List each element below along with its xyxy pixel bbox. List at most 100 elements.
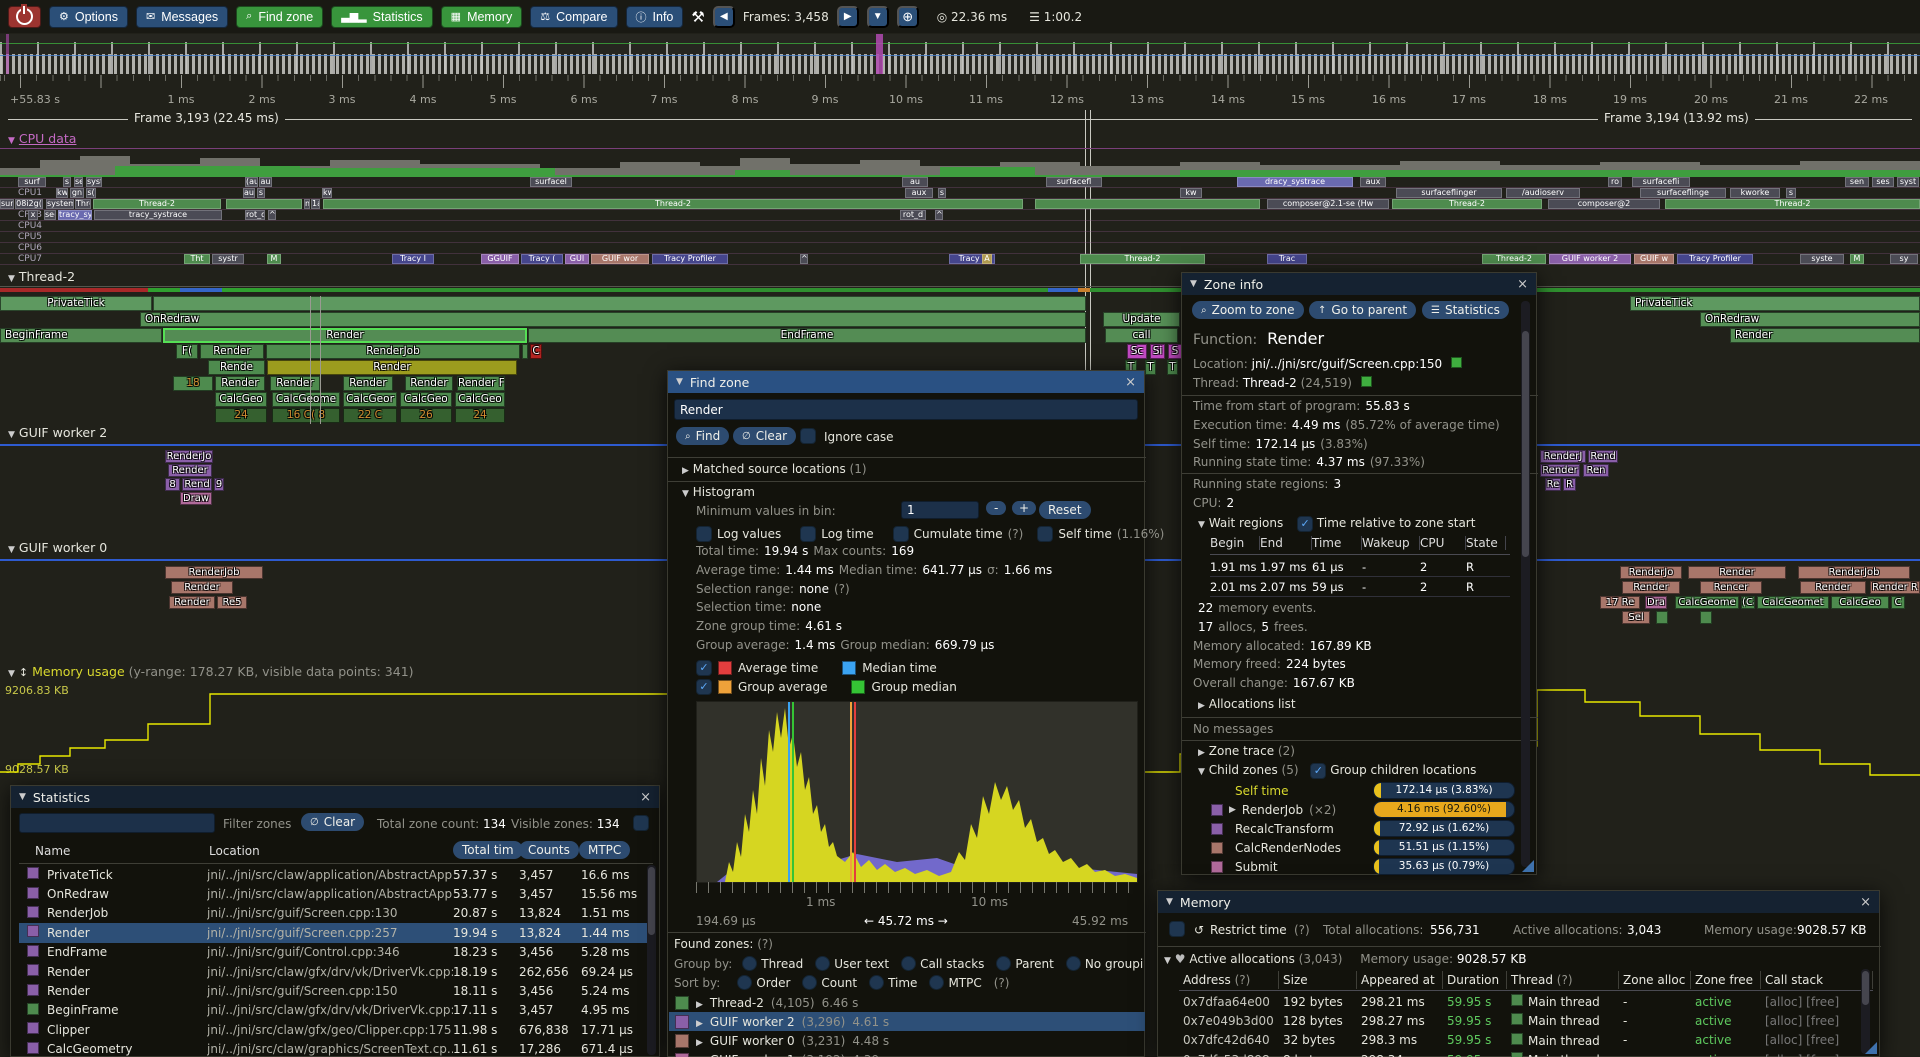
timeline-zone[interactable]: CalcGeo xyxy=(215,392,267,407)
cpu-zone-chip[interactable]: tracy_sy xyxy=(58,210,92,220)
find-zone-titlebar[interactable]: ▼ Find zone × xyxy=(668,371,1144,393)
cpu-zone-chip[interactable]: ses xyxy=(1872,177,1894,187)
expand-icon[interactable] xyxy=(696,1015,703,1029)
timeline-zone[interactable]: T xyxy=(1145,360,1156,375)
timeline-zone[interactable]: R xyxy=(1563,478,1576,491)
alloc-callstack[interactable]: [alloc] [free] xyxy=(1761,1014,1873,1028)
timeline-zone[interactable]: RenderJo xyxy=(165,450,213,463)
memory-usage-header[interactable]: ▼ ↕ Memory usage (y-range: 178.27 KB, vi… xyxy=(8,664,414,679)
help-icon[interactable]: (?) xyxy=(1294,923,1310,937)
timeline-zone[interactable] xyxy=(1700,611,1712,624)
statistics-row[interactable]: Clipper jni/../jni/src/claw/gfx/geo/Clip… xyxy=(19,1020,653,1039)
radio-button[interactable] xyxy=(802,975,817,990)
found-zone-group[interactable]: GUIF worker 0 (3,231) 4.48 s xyxy=(669,1031,1145,1050)
zoom-to-zone-button[interactable]: ⌕Zoom to zone xyxy=(1192,301,1304,319)
wait-regions-header[interactable]: ▼ Wait regions Time relative to zone sta… xyxy=(1198,516,1475,532)
statistics-button[interactable]: ☰Statistics xyxy=(1422,301,1509,319)
memory-titlebar[interactable]: ▼ Memory × xyxy=(1158,891,1879,913)
child-zone-row[interactable]: ▶ RenderJob (×2) 4.16 ms (92.60%) xyxy=(1193,800,1515,819)
timeline-zone[interactable]: C xyxy=(530,344,542,359)
histogram-section[interactable]: ▼ Histogram xyxy=(682,485,755,499)
alloc-address[interactable]: 0x7dfc53d898 xyxy=(1179,1053,1279,1057)
allocations-list[interactable]: ▶ Allocations list xyxy=(1198,697,1296,711)
timeline-zone[interactable]: call xyxy=(1105,328,1178,343)
toolbar-button[interactable]: ⓘInfo xyxy=(626,6,684,28)
cpu-zone-chip[interactable]: ^ xyxy=(268,210,276,220)
cpu-zone-chip[interactable]: aux xyxy=(243,188,255,198)
timeline-zone[interactable]: Render xyxy=(168,464,212,477)
timeline-zone[interactable]: OnRedraw xyxy=(1700,312,1920,327)
findzone-histogram[interactable] xyxy=(696,701,1138,883)
cpu-zone-chip[interactable]: syst xyxy=(1897,177,1919,187)
timeline-zone[interactable]: RenderJob xyxy=(165,566,263,579)
legend-checkbox[interactable] xyxy=(696,679,712,695)
cpu-zone-chip[interactable] xyxy=(1035,199,1260,209)
cpu-zone-chip[interactable]: M xyxy=(1850,254,1864,264)
child-zone-row[interactable]: CalcRenderNodes 51.51 µs (1.15%) xyxy=(1193,838,1515,857)
column-header[interactable]: Call stack xyxy=(1761,971,1873,989)
next-frame-button[interactable]: ▶ xyxy=(837,6,859,28)
toolbar-button[interactable]: ⚖Compare xyxy=(530,6,617,28)
timeline-zone[interactable]: Render xyxy=(200,344,264,359)
cpu-zone-chip[interactable]: surfacefli xyxy=(1632,177,1690,187)
cpu-zone-chip[interactable]: GUIF worker 2 xyxy=(1549,254,1631,264)
timeline-zone[interactable]: 22 C xyxy=(343,408,397,423)
timeline-zone[interactable]: Render xyxy=(163,328,527,343)
active-allocations-header[interactable]: ▼ ♥ Active allocations (3,043) Memory us… xyxy=(1164,952,1526,966)
timeline-zone[interactable]: S xyxy=(1168,344,1182,359)
alloc-callstack[interactable]: [alloc] [free] xyxy=(1761,995,1873,1009)
timeline-zone[interactable]: Render R xyxy=(1870,581,1920,594)
find-button[interactable]: ⌕Find xyxy=(676,427,729,445)
group-by-option[interactable]: No groupi xyxy=(1066,956,1143,971)
column-header[interactable]: Appeared at xyxy=(1357,971,1443,989)
statistics-row[interactable]: BeginFrame jni/../jni/src/claw/gfx/drv/v… xyxy=(19,1001,653,1020)
cpu-zone-chip[interactable]: Thread-2 xyxy=(1392,199,1542,209)
column-header[interactable]: Thread (?) xyxy=(1507,971,1619,989)
alloc-address[interactable]: 0x7dfc42d640 xyxy=(1179,1033,1279,1047)
cpu-zone-chip[interactable]: kw xyxy=(322,188,332,198)
cpu-zone-chip[interactable]: M xyxy=(267,254,281,264)
timeline-zone[interactable]: 17 Re xyxy=(1600,596,1640,609)
child-zone-row[interactable]: Self time 172.14 µs (3.83%) xyxy=(1193,781,1515,800)
timeline-zone[interactable]: Re5 xyxy=(217,596,247,609)
alloc-appeared[interactable]: 298.34 ms xyxy=(1357,1053,1443,1057)
timeline-zone[interactable]: BeginFrame xyxy=(0,328,162,343)
timeline-zone[interactable]: RenderJob xyxy=(1798,566,1910,579)
statistics-row[interactable]: CalcGeometry jni/../jni/src/claw/graphic… xyxy=(19,1040,653,1057)
cpu-zone-chip[interactable]: tracy_systrace xyxy=(94,210,222,220)
sort-by-option[interactable]: Time xyxy=(869,975,917,990)
expand-icon[interactable] xyxy=(696,996,703,1010)
clear-filter-button[interactable]: ∅Clear xyxy=(301,813,364,831)
timeline-zone[interactable]: RenderJo xyxy=(1620,566,1682,579)
timeline-zone[interactable] xyxy=(1656,611,1668,624)
statistics-row[interactable]: Render jni/../jni/src/guif/Screen.cpp:25… xyxy=(19,923,653,942)
statistics-row[interactable]: OnRedraw jni/../jni/src/claw/application… xyxy=(19,884,653,903)
timeline-zone[interactable]: OnRedraw xyxy=(140,312,1086,327)
cpu-zone-chip[interactable]: surfacefl xyxy=(1046,177,1102,187)
wait-region-row[interactable]: 1.91 ms1.97 ms 61 µs- 2R xyxy=(1210,557,1510,577)
timeline-zone[interactable]: Render xyxy=(1540,464,1580,477)
increase-bin-button[interactable]: + xyxy=(1012,501,1036,515)
found-zone-group[interactable]: Thread-2 (4,105) 6.46 s xyxy=(669,993,1145,1012)
timeline-zone[interactable]: Update xyxy=(1103,312,1180,327)
timeline-zone[interactable]: PrivateTick xyxy=(1630,296,1920,311)
column-header-location[interactable]: Location xyxy=(209,844,260,858)
allocation-row[interactable]: 0x7dfc42d640 32 bytes 298.3 ms 59.95 s M… xyxy=(1179,1031,1873,1050)
timeline-zone[interactable]: Si xyxy=(1150,344,1165,359)
timeline-zone[interactable]: Render F xyxy=(457,376,505,391)
power-button[interactable] xyxy=(8,6,41,28)
cpu-zone-chip[interactable]: ro xyxy=(1608,177,1622,187)
cpu-zone-chip[interactable]: aux xyxy=(1360,177,1386,187)
allocation-row[interactable]: 0x7dfc53d898 8 bytes 298.34 ms 59.95 s M… xyxy=(1179,1050,1873,1057)
cpu-zone-chip[interactable]: surfaceflinge xyxy=(1640,188,1726,198)
expand-icon[interactable]: ▶ xyxy=(1229,805,1236,815)
timeline-zone[interactable]: Draw xyxy=(180,492,212,505)
radio-button[interactable] xyxy=(1066,956,1081,971)
cpu-zone-chip[interactable]: aux xyxy=(905,188,933,198)
timeline-zone[interactable]: CalcGeor xyxy=(343,392,397,407)
cpu-zone-chip[interactable]: s xyxy=(1786,188,1796,198)
timeline-zone[interactable]: CalcGeo xyxy=(455,392,505,407)
timeline-zone[interactable]: Render xyxy=(1622,581,1680,594)
statistics-row[interactable]: PrivateTick jni/../jni/src/claw/applicat… xyxy=(19,865,653,884)
frame-label-left[interactable]: Frame 3,193 (22.45 ms) xyxy=(128,111,285,125)
